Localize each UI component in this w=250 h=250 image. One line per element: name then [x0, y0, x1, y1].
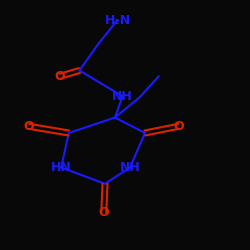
Text: O: O	[98, 206, 109, 220]
Text: NH: NH	[120, 161, 141, 174]
Text: H₂N: H₂N	[104, 14, 130, 26]
Text: O: O	[174, 120, 184, 133]
Text: O: O	[55, 70, 65, 83]
Text: O: O	[24, 120, 34, 133]
Text: HN: HN	[51, 161, 72, 174]
Text: NH: NH	[112, 90, 133, 103]
